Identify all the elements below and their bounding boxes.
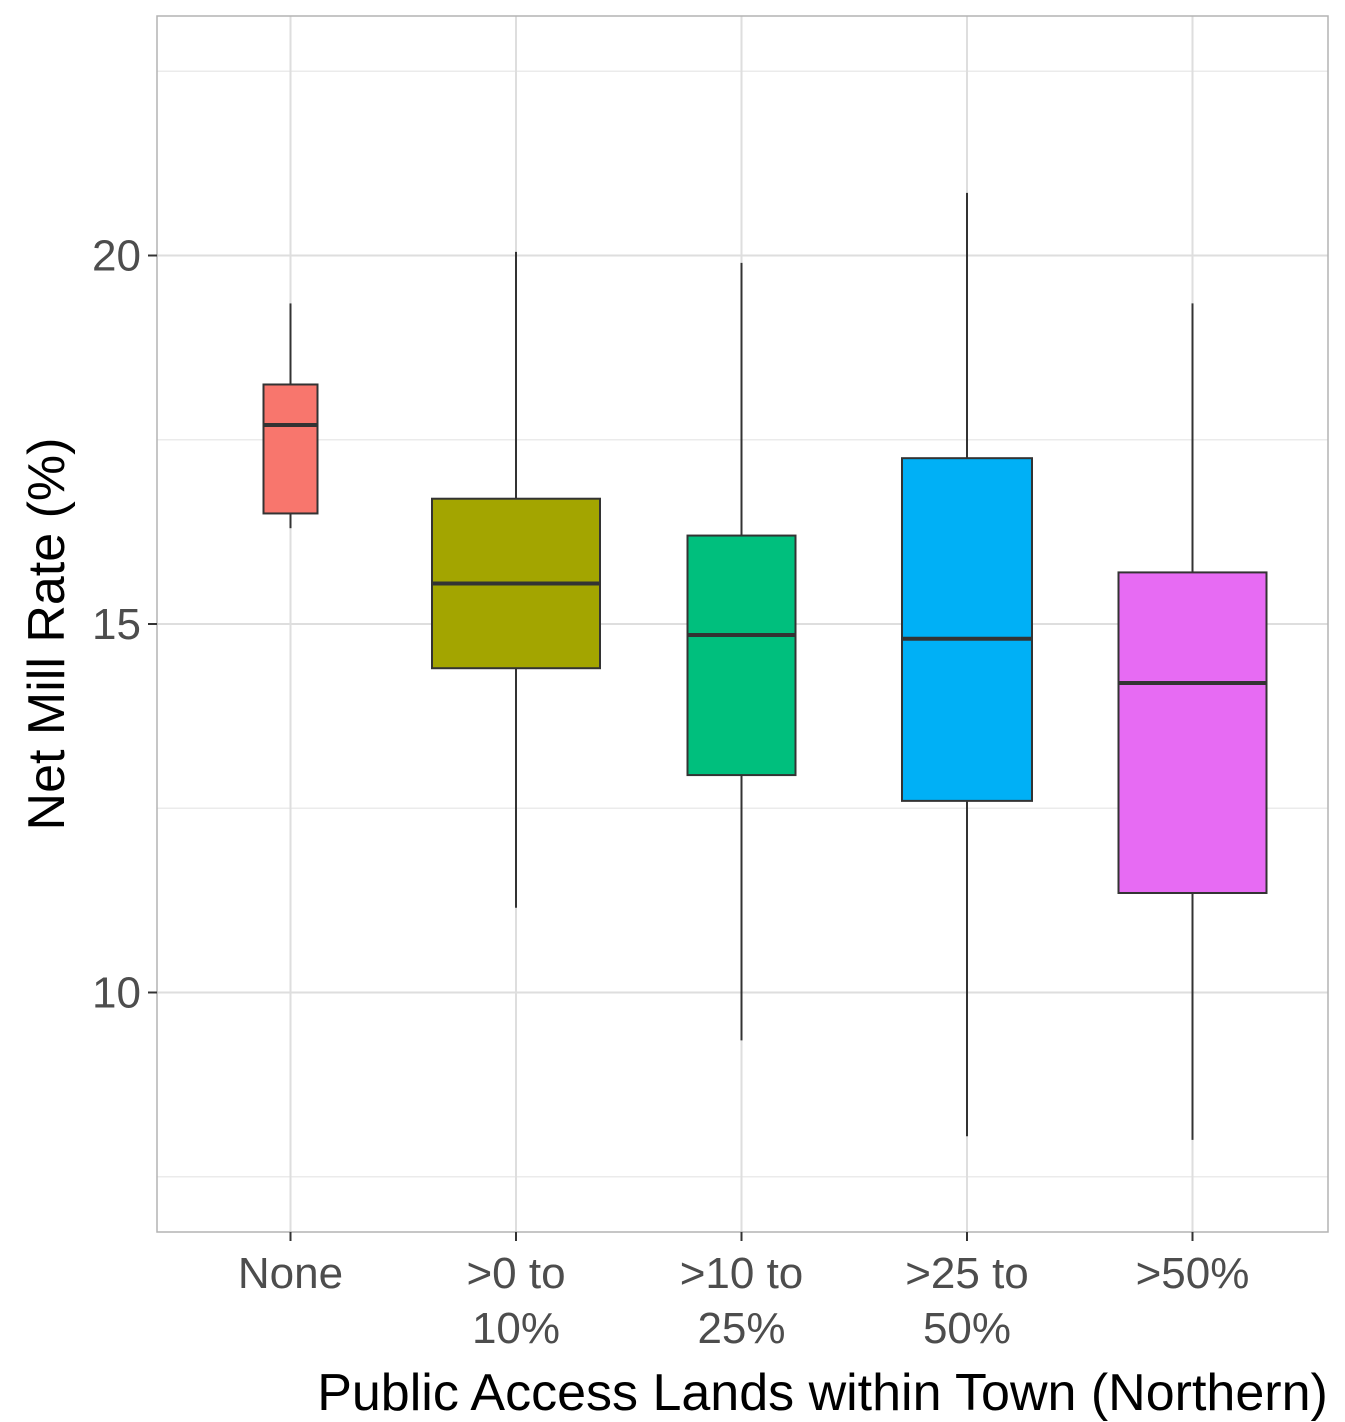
y-axis-ticks: 10 15 20 <box>92 232 157 1017</box>
x-tick-label: >50% <box>1136 1249 1250 1298</box>
boxes-layer <box>262 192 1268 1140</box>
y-tick-label: 10 <box>92 968 141 1017</box>
x-tick-label: >0 to <box>466 1249 565 1298</box>
y-axis-title: Net Mill Rate (%) <box>18 438 76 831</box>
box-iqr <box>262 383 319 515</box>
x-tick-label: 25% <box>697 1304 785 1353</box>
box-group <box>1117 303 1268 1140</box>
box-group <box>686 262 797 1041</box>
x-axis-title: Public Access Lands within Town (Norther… <box>317 1364 1328 1422</box>
box-group <box>901 192 1033 1137</box>
x-axis-ticks: None >0 to 10% >10 to 25% >25 to 50% >50% <box>238 1232 1249 1353</box>
x-tick-label: >25 to <box>905 1249 1029 1298</box>
y-tick-label: 20 <box>92 232 141 281</box>
x-tick-label: None <box>238 1249 343 1298</box>
box-group <box>262 303 319 529</box>
box-group <box>431 251 601 908</box>
x-tick-label: >10 to <box>680 1249 804 1298</box>
box-iqr <box>686 534 797 777</box>
x-tick-label: 50% <box>923 1304 1011 1353</box>
x-tick-label: 10% <box>472 1304 560 1353</box>
y-tick-label: 15 <box>92 600 141 649</box>
box-iqr <box>1117 571 1268 894</box>
box-iqr <box>901 457 1033 802</box>
